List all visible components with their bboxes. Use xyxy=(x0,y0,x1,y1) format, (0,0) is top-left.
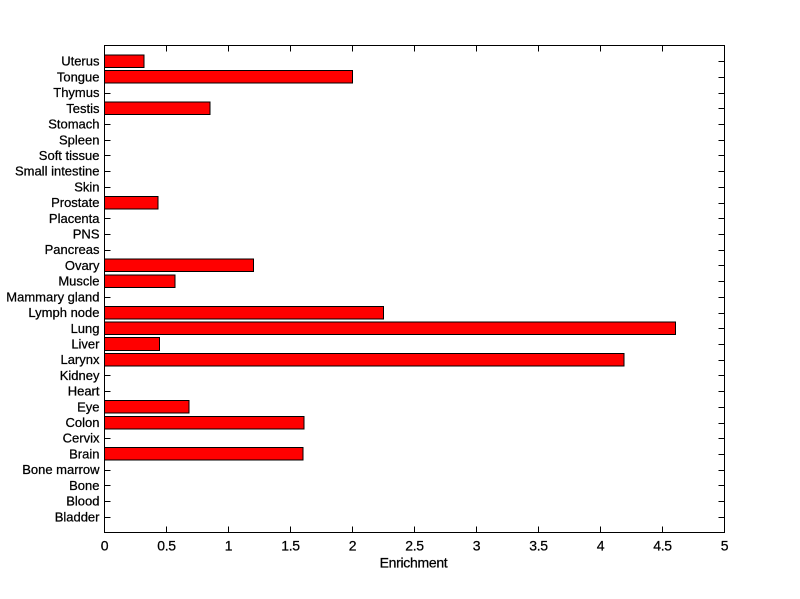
svg-text:Colon: Colon xyxy=(66,415,100,430)
svg-text:Bone marrow: Bone marrow xyxy=(22,462,100,477)
svg-text:Thymus: Thymus xyxy=(53,85,100,100)
svg-text:3.5: 3.5 xyxy=(529,538,548,554)
svg-text:Tongue: Tongue xyxy=(57,69,100,84)
svg-text:Enrichment: Enrichment xyxy=(380,555,448,571)
svg-text:Bone: Bone xyxy=(69,478,99,493)
svg-text:Skin: Skin xyxy=(74,179,99,194)
svg-text:0: 0 xyxy=(101,538,109,554)
svg-text:Soft tissue: Soft tissue xyxy=(39,148,100,163)
svg-text:Testis: Testis xyxy=(66,101,100,116)
svg-text:4.5: 4.5 xyxy=(653,538,672,554)
svg-text:5: 5 xyxy=(721,538,729,554)
svg-text:0.5: 0.5 xyxy=(157,538,176,554)
svg-text:Stomach: Stomach xyxy=(48,117,99,132)
svg-text:Cervix: Cervix xyxy=(63,431,100,446)
svg-text:4: 4 xyxy=(597,538,605,554)
svg-text:1: 1 xyxy=(225,538,233,554)
svg-text:Muscle: Muscle xyxy=(58,274,99,289)
svg-text:Bladder: Bladder xyxy=(55,509,100,524)
svg-text:Liver: Liver xyxy=(71,336,100,351)
svg-text:Mammary gland: Mammary gland xyxy=(6,289,99,304)
svg-text:Kidney: Kidney xyxy=(60,368,100,383)
svg-text:Blood: Blood xyxy=(66,494,99,509)
svg-text:PNS: PNS xyxy=(73,227,100,242)
svg-text:Ovary: Ovary xyxy=(65,258,100,273)
svg-text:2: 2 xyxy=(349,538,357,554)
svg-text:Eye: Eye xyxy=(77,399,99,414)
svg-text:2.5: 2.5 xyxy=(405,538,424,554)
svg-text:Lymph node: Lymph node xyxy=(28,305,99,320)
svg-text:Larynx: Larynx xyxy=(60,352,100,367)
svg-text:Uterus: Uterus xyxy=(61,54,100,69)
svg-text:1.5: 1.5 xyxy=(281,538,300,554)
svg-text:Brain: Brain xyxy=(69,446,99,461)
svg-text:Small intestine: Small intestine xyxy=(15,164,100,179)
svg-text:Prostate: Prostate xyxy=(51,195,99,210)
svg-text:Spleen: Spleen xyxy=(59,132,99,147)
svg-text:Placenta: Placenta xyxy=(49,211,100,226)
svg-text:Lung: Lung xyxy=(71,321,100,336)
svg-text:Heart: Heart xyxy=(68,384,100,399)
svg-text:Pancreas: Pancreas xyxy=(45,242,100,257)
svg-text:3: 3 xyxy=(473,538,481,554)
